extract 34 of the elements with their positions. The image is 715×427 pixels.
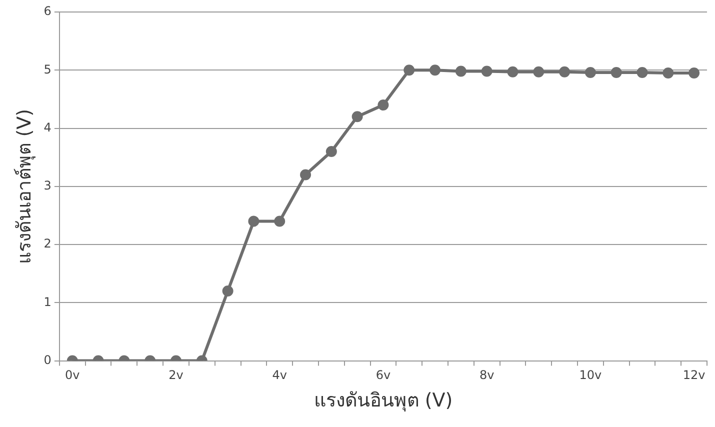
y-tick-label: 2	[44, 236, 52, 251]
point	[430, 64, 441, 76]
x-axis-title: แรงดันอินพุต (V)	[314, 390, 453, 413]
x-tick-label: 10v	[579, 368, 602, 382]
point	[300, 169, 312, 180]
y-tick-label: 4	[44, 120, 52, 134]
point	[584, 66, 596, 78]
point	[559, 66, 570, 78]
point	[481, 66, 492, 77]
y-tick-label: 3	[44, 178, 52, 193]
point	[326, 146, 337, 158]
x-tick-label: 2v	[168, 368, 184, 382]
point	[378, 100, 389, 111]
x-tick-label: 0v	[65, 368, 80, 382]
point	[455, 66, 466, 77]
point	[688, 68, 700, 79]
y-tick-label: 0	[44, 352, 52, 367]
point	[274, 216, 286, 227]
x-tick-label: 8v	[479, 368, 494, 382]
x-tick-label: 12v	[682, 368, 706, 382]
y-axis-title: แรงดันเอาต์พุต (V)	[13, 108, 36, 264]
point	[533, 66, 544, 78]
point	[404, 64, 415, 76]
point	[662, 68, 674, 79]
y-tick-label: 5	[44, 62, 52, 76]
point	[507, 66, 518, 78]
point	[610, 66, 622, 78]
x-tick-label: 4v	[272, 368, 287, 382]
point	[636, 66, 648, 78]
point	[352, 111, 363, 122]
y-tick-label: 1	[44, 294, 52, 309]
x-tick-label: 6v	[376, 368, 391, 382]
y-tick-label: 6	[44, 4, 52, 18]
point	[248, 216, 260, 227]
